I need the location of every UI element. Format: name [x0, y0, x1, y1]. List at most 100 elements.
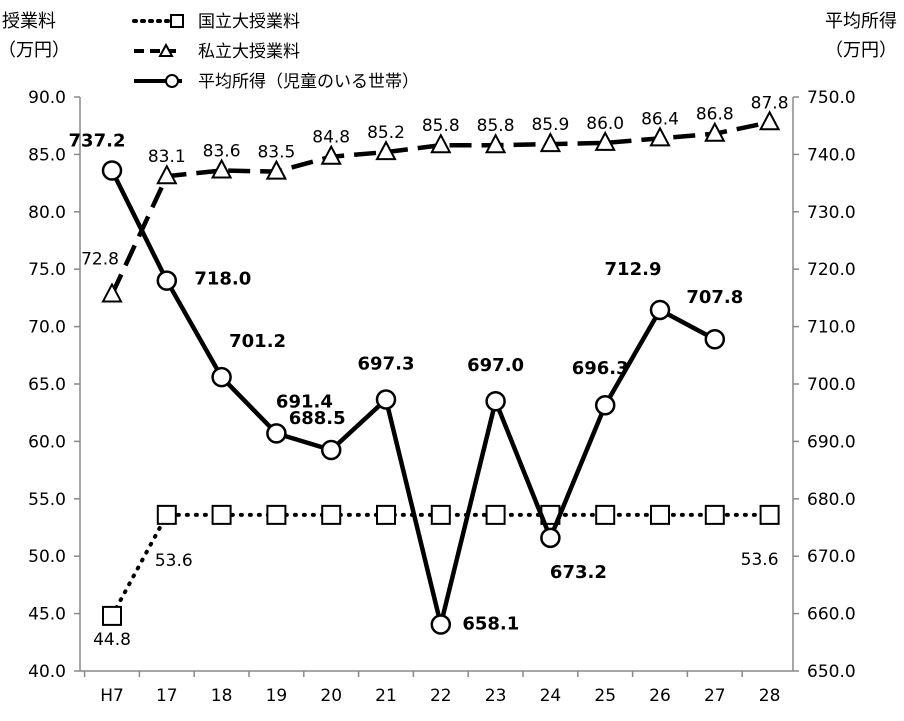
- income-circle-marker: [101, 160, 123, 181]
- y-left-tick-label: 80.0: [28, 203, 66, 223]
- income-circle-marker: [540, 527, 561, 549]
- income-circle-marker: [594, 394, 616, 416]
- private-triangle-marker: [594, 130, 616, 151]
- data-label-1: 83.1: [148, 147, 186, 167]
- private-triangle-marker: [430, 133, 452, 154]
- data-label-1: 72.8: [81, 249, 119, 269]
- data-label-2: 688.5: [289, 408, 346, 429]
- national-square-marker: [650, 504, 670, 525]
- data-label-1: 85.8: [422, 116, 460, 136]
- data-label-2: 718.0: [194, 269, 251, 290]
- legend-triangle-marker: [158, 42, 174, 57]
- y-right-tick-label: 700.0: [807, 375, 856, 395]
- series-line-0: [110, 512, 772, 618]
- y-left-tick-label: 75.0: [28, 260, 66, 280]
- private-triangle-marker: [101, 282, 123, 303]
- legend-label-national: 国立大授業料: [198, 12, 300, 32]
- income-circle-marker: [266, 423, 287, 444]
- national-square-marker: [485, 504, 506, 525]
- y-right-tick-label: 670.0: [807, 547, 856, 567]
- private-triangle-marker: [758, 110, 781, 131]
- data-label-2: 673.2: [550, 562, 607, 583]
- x-tick-label: 28: [759, 686, 781, 706]
- legend: 国立大授業料 私立大授業料 平均所得（児童のいる世帯）: [132, 12, 419, 92]
- series-layer: [101, 110, 781, 635]
- legend-item-private: 私立大授業料: [134, 42, 300, 62]
- national-square-marker: [156, 504, 177, 525]
- x-tick-label: 23: [485, 686, 507, 706]
- y-right-tick-label: 690.0: [807, 432, 856, 452]
- x-tick-label: 17: [156, 686, 178, 706]
- private-triangle-marker: [539, 131, 562, 153]
- data-label-2: 701.2: [229, 331, 286, 352]
- national-square-marker: [704, 504, 725, 525]
- y-left-title-line2: （万円）: [0, 40, 70, 61]
- national-square-marker: [321, 504, 342, 525]
- y-left-tick-label: 90.0: [28, 88, 66, 108]
- data-label-1: 87.8: [751, 93, 789, 113]
- x-tick-label: 20: [320, 686, 342, 706]
- income-circle-marker: [649, 299, 671, 321]
- data-label-2: 697.3: [358, 353, 415, 374]
- y-right-tick-label: 720.0: [807, 260, 856, 280]
- income-circle-marker: [430, 614, 452, 635]
- x-tick-label: H7: [100, 686, 124, 706]
- data-label-1: 86.4: [641, 109, 679, 129]
- national-square-marker: [376, 504, 396, 525]
- y-left-tick-label: 70.0: [28, 318, 66, 338]
- private-triangle-marker: [320, 144, 342, 165]
- y-left-tick-label: 40.0: [28, 662, 66, 682]
- income-circle-marker: [704, 328, 726, 350]
- income-circle-marker: [211, 366, 232, 388]
- national-square-marker: [595, 504, 616, 525]
- y-left-tick-label: 65.0: [28, 375, 66, 395]
- y-left-tick-label: 50.0: [28, 547, 66, 567]
- axes: 40.0 45.0 50.0 55.0 60.0 65.0 70.0 75.0 80.0 85.0…: [28, 88, 856, 706]
- x-tick-label: 18: [211, 686, 233, 706]
- y-right-tick-label: 750.0: [807, 88, 856, 108]
- data-label-2: 658.1: [462, 614, 519, 635]
- x-tick-label: 26: [649, 686, 671, 706]
- data-label-2: 707.8: [686, 287, 743, 308]
- data-label-1: 85.8: [477, 116, 515, 136]
- data-label-0: 53.6: [155, 551, 193, 571]
- data-label-1: 86.8: [696, 105, 734, 125]
- income-circle-marker: [320, 439, 342, 461]
- private-triangle-marker: [649, 126, 671, 147]
- data-label-2: 697.0: [467, 355, 524, 376]
- y-right-title-line1: 平均所得: [825, 11, 897, 32]
- x-tick-label: 25: [594, 686, 616, 706]
- x-tick-label: 21: [375, 686, 397, 706]
- legend-item-national: 国立大授業料: [132, 12, 300, 32]
- y-right-title-line2: （万円）: [825, 40, 897, 61]
- private-triangle-marker: [210, 158, 233, 179]
- data-label-2: 696.3: [572, 358, 629, 379]
- national-square-marker: [211, 504, 232, 525]
- data-label-0: 44.8: [93, 630, 131, 650]
- y-right-tick-label: 650.0: [807, 662, 856, 682]
- data-label-0: 53.6: [741, 550, 779, 570]
- y-left-title-line1: 授業料: [2, 11, 56, 32]
- data-label-2: 691.4: [276, 391, 333, 412]
- y-right-tick-label: 710.0: [807, 318, 856, 338]
- y-right-tick-label: 730.0: [807, 203, 856, 223]
- data-label-2: 712.9: [605, 259, 662, 280]
- data-label-1: 85.9: [531, 115, 569, 135]
- x-tick-label: 24: [540, 686, 562, 706]
- series-line-2: [109, 168, 718, 627]
- data-label-1: 83.5: [257, 143, 295, 163]
- income-circle-marker: [375, 389, 397, 410]
- y-left-tick-label: 60.0: [28, 432, 66, 452]
- income-circle-marker: [485, 390, 506, 412]
- private-triangle-marker: [375, 139, 397, 161]
- income-circle-marker: [156, 270, 178, 291]
- x-tick-label: 27: [704, 686, 726, 706]
- private-triangle-marker: [265, 159, 288, 180]
- legend-label-private: 私立大授業料: [198, 42, 300, 62]
- national-square-marker: [430, 504, 451, 525]
- data-labels-layer: 44.8 53.6 53.6 72.8 83.1 83.6 83.5 84.8 85.2 85.8…: [69, 93, 789, 650]
- data-label-2: 737.2: [69, 130, 126, 151]
- private-triangle-marker: [484, 133, 507, 154]
- national-square-marker: [759, 504, 780, 525]
